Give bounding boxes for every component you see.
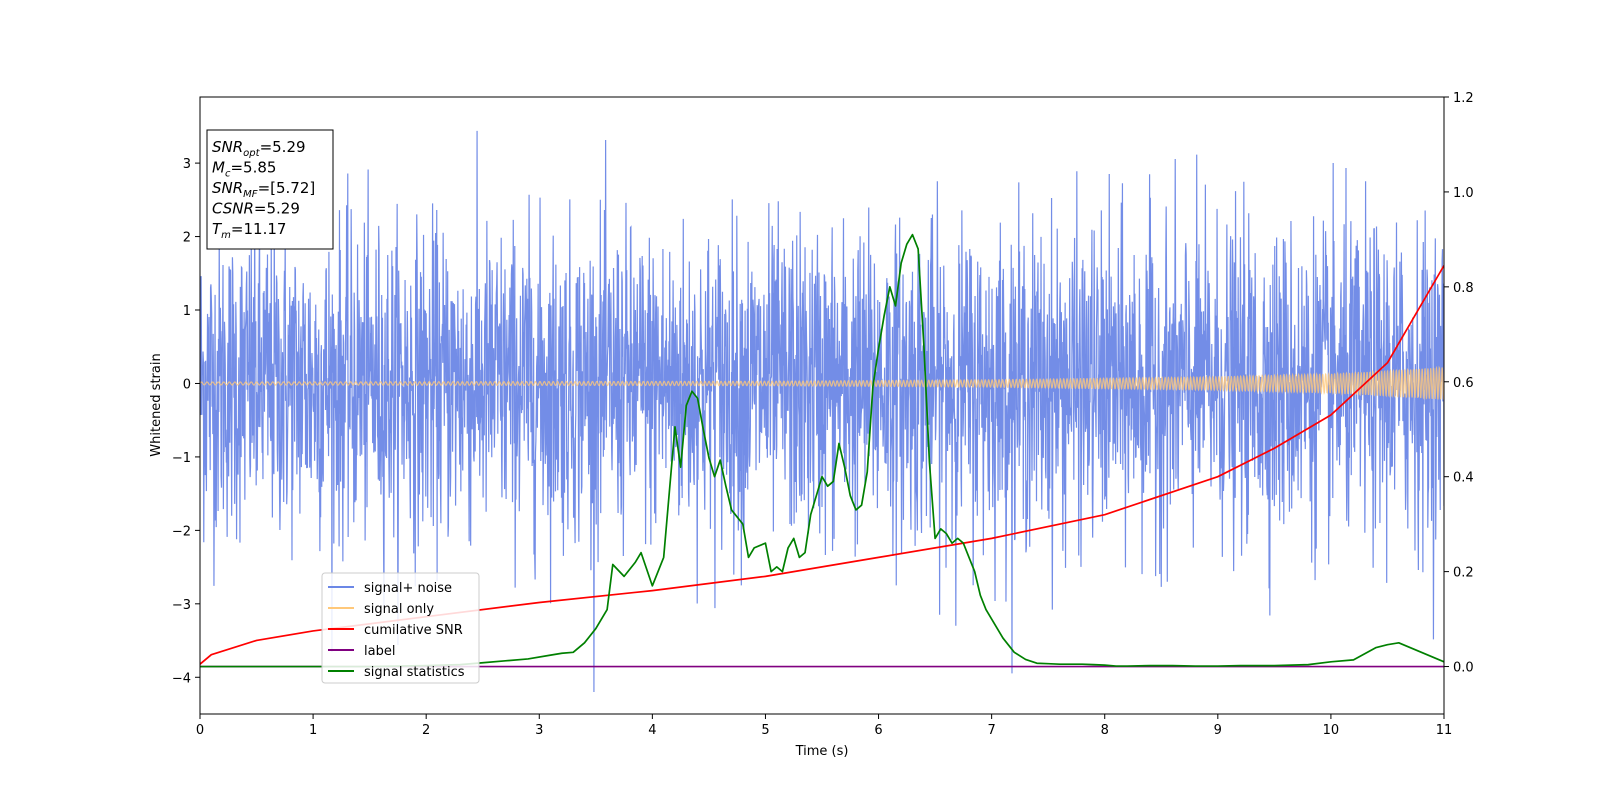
x-tick-label: 6 (874, 723, 882, 738)
legend: signal+ noise signal only cumilative SNR la… (321, 572, 480, 684)
legend-label: label (364, 644, 395, 659)
y-right-tick-label: 0.2 (1453, 566, 1474, 581)
y-left-tick-label: −3 (172, 598, 191, 613)
y-left-tick-label: 3 (183, 157, 191, 172)
y-right-tick-label: 0.0 (1453, 661, 1474, 676)
axes: 0 1 2 3 4 5 6 7 8 9 10 11 −4 −3 −2 −1 0 1 2 3 0.0 0.2 0.4 0.6 0.… (172, 91, 1474, 738)
x-tick-label: 0 (196, 723, 204, 738)
x-tick-label: 7 (987, 723, 995, 738)
y-axis-label: Whitened strain (149, 353, 164, 456)
x-tick-label: 5 (761, 723, 769, 738)
x-tick-label: 2 (422, 723, 430, 738)
stats-box-frame (206, 129, 334, 250)
stats-line: CSNR=5.29 (212, 200, 300, 218)
legend-frame (321, 572, 480, 684)
y-right-tick-label: 0.6 (1453, 376, 1474, 391)
stats-line: SNRopt=5.29 (212, 138, 306, 159)
x-tick-label: 9 (1214, 723, 1222, 738)
stats-line: Mc=5.85 (212, 159, 276, 180)
legend-label: signal+ noise (364, 581, 452, 596)
y-left-tick-label: −4 (172, 671, 191, 686)
y-left-tick-label: 2 (183, 231, 191, 246)
x-tick-label: 3 (535, 723, 543, 738)
series-signal-statistics (200, 233, 1444, 668)
y-left-tick-label: −1 (172, 451, 191, 466)
x-tick-label: 8 (1101, 723, 1109, 738)
series-cumulative-snr (200, 265, 1444, 665)
legend-label: cumilative SNR (364, 623, 463, 638)
x-axis-label: Time (s) (795, 744, 849, 759)
stats-line: SNRMF=[5.72] (212, 179, 315, 200)
x-tick-label: 1 (309, 723, 317, 738)
x-tick-label: 4 (648, 723, 656, 738)
legend-label: signal statistics (364, 665, 465, 680)
stats-line: Tm=11.17 (212, 220, 286, 241)
y-left-tick-label: 0 (183, 377, 191, 392)
legend-label: signal only (364, 602, 434, 617)
y-right-tick-label: 1.2 (1453, 91, 1474, 106)
y-left-tick-label: 1 (183, 304, 191, 319)
y-right-tick-label: 0.4 (1453, 471, 1474, 486)
plot-frame (199, 96, 1445, 715)
x-tick-label: 10 (1323, 723, 1340, 738)
x-tick-label: 11 (1436, 723, 1453, 738)
y-right-tick-label: 0.8 (1453, 281, 1474, 296)
y-left-tick-label: −2 (172, 524, 191, 539)
series-signal-only (200, 365, 1444, 400)
y-right-tick-label: 1.0 (1453, 186, 1474, 201)
